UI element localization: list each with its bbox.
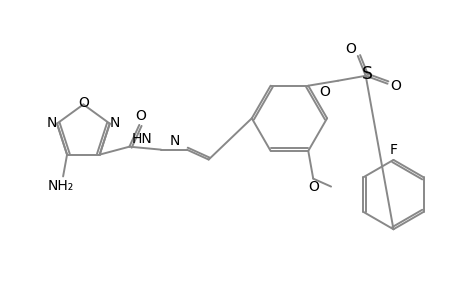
Text: O: O xyxy=(307,180,318,194)
Text: N: N xyxy=(169,134,180,148)
Text: O: O xyxy=(78,96,89,110)
Text: S: S xyxy=(361,65,372,83)
Text: O: O xyxy=(389,79,400,93)
Text: O: O xyxy=(134,109,146,123)
Text: HN: HN xyxy=(132,132,152,146)
Text: N: N xyxy=(109,116,120,130)
Text: F: F xyxy=(389,143,397,157)
Text: N: N xyxy=(47,116,57,130)
Text: O: O xyxy=(319,85,330,99)
Text: O: O xyxy=(345,42,356,56)
Text: NH₂: NH₂ xyxy=(48,179,74,193)
